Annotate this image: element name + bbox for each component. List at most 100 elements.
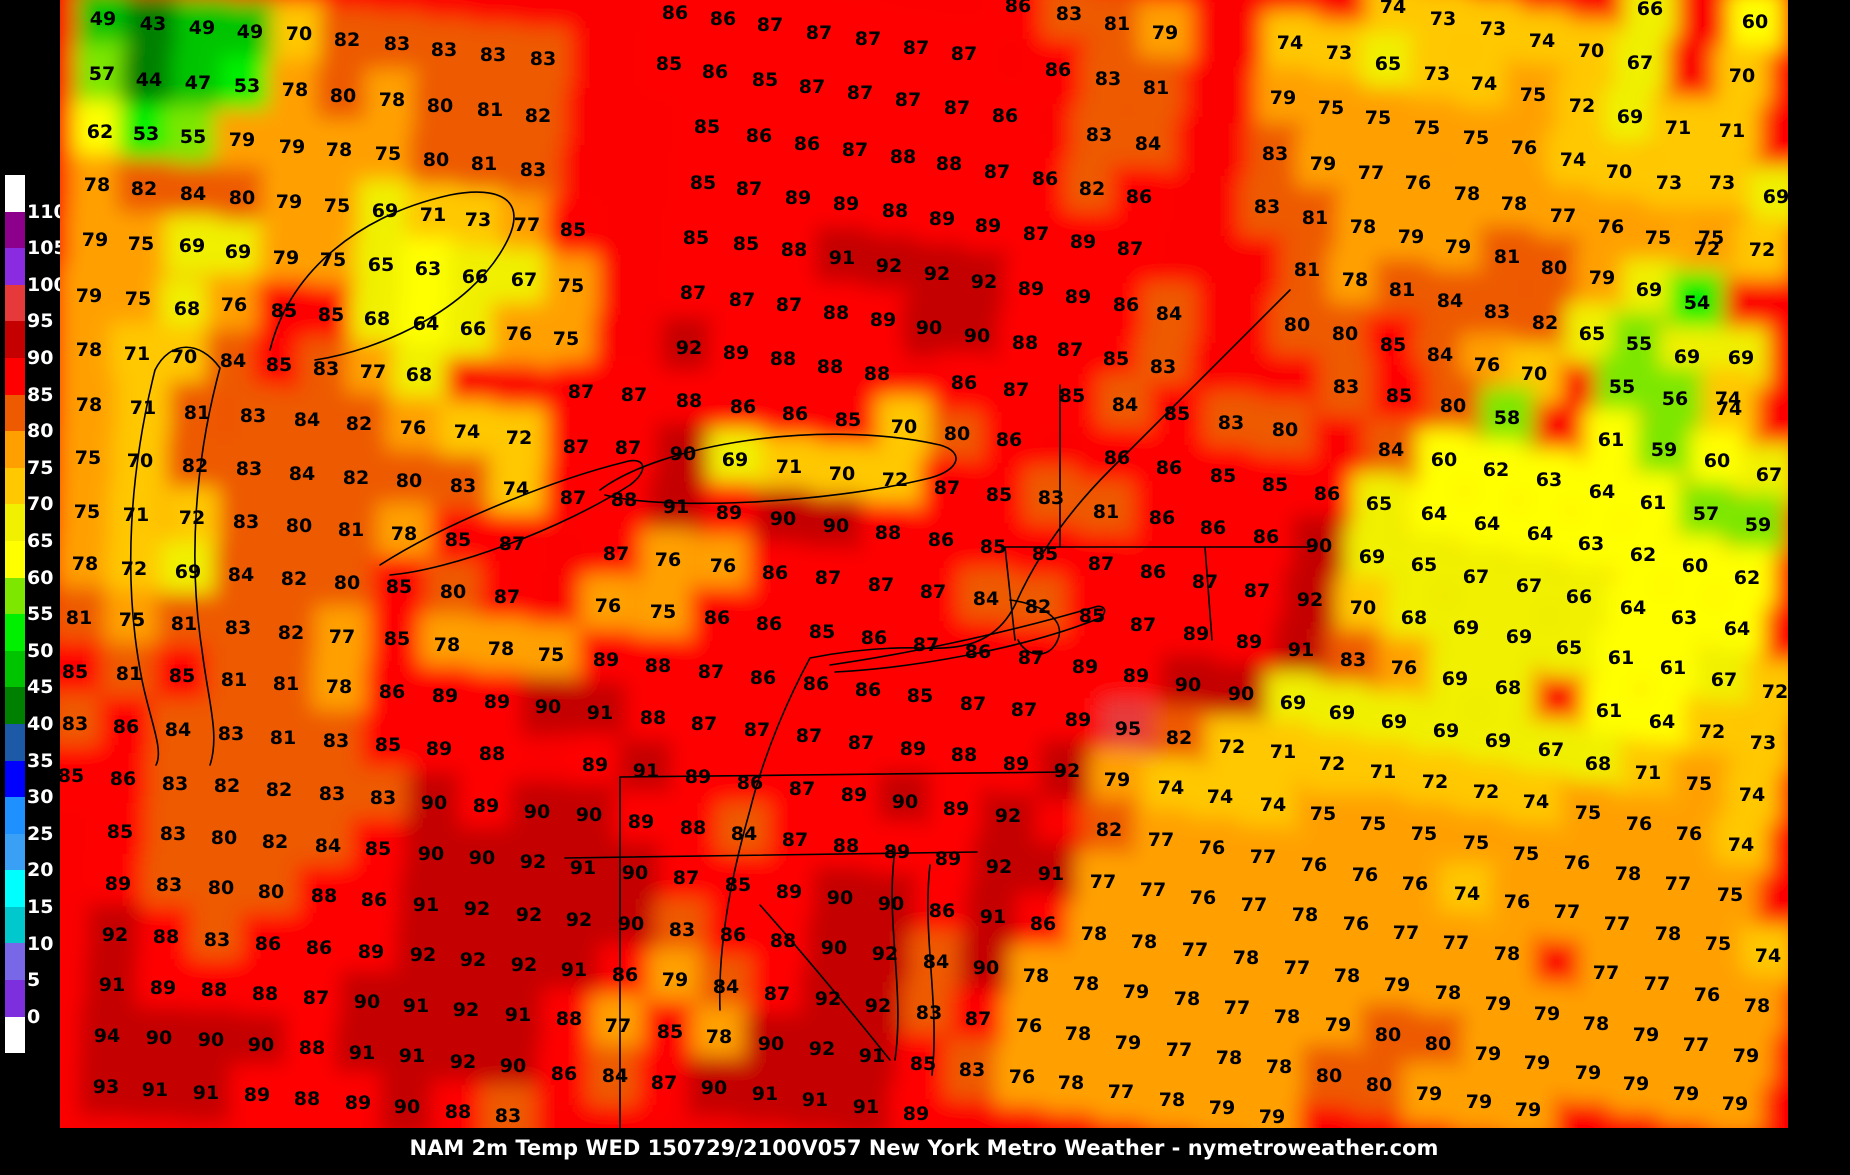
- station-temp: 88: [817, 356, 843, 378]
- lake-ontario-shore: [599, 433, 957, 505]
- station-temp: 86: [255, 933, 281, 955]
- colorbar-segment: [5, 357, 25, 395]
- station-temp: 83: [204, 929, 230, 951]
- station-temp: 65: [1579, 323, 1605, 345]
- station-temp: 85: [733, 233, 759, 255]
- station-temp: 89: [358, 941, 384, 963]
- station-temp: 78: [1065, 1023, 1091, 1045]
- station-temp: 86: [929, 900, 955, 922]
- station-temp: 85: [386, 576, 412, 598]
- station-temp: 70: [1350, 597, 1376, 619]
- station-temp: 69: [1359, 546, 1385, 568]
- station-temp: 72: [1422, 771, 1448, 793]
- station-temp: 76: [1391, 657, 1417, 679]
- station-temp: 89: [833, 193, 859, 215]
- station-temp: 85: [1079, 605, 1105, 627]
- station-temp: 76: [506, 323, 532, 345]
- station-temp: 87: [729, 289, 755, 311]
- station-temp: 90: [1175, 674, 1201, 696]
- station-temp: 64: [1527, 523, 1553, 545]
- station-temp: 80: [211, 827, 237, 849]
- station-temp: 92: [971, 271, 997, 293]
- station-temp: 75: [1365, 107, 1391, 129]
- station-temp: 87: [895, 89, 921, 111]
- station-temp: 87: [1023, 223, 1049, 245]
- station-temp: 86: [746, 125, 772, 147]
- station-temp: 87: [568, 381, 594, 403]
- station-temp: 47: [185, 72, 211, 94]
- station-temp: 80: [944, 423, 970, 445]
- station-temp: 68: [1495, 677, 1521, 699]
- station-temp: 77: [360, 361, 386, 383]
- station-temp: 92: [453, 999, 479, 1021]
- station-temp: 86: [750, 667, 776, 689]
- station-temp: 70: [1606, 161, 1632, 183]
- station-temp: 90: [535, 696, 561, 718]
- colorbar-segment: [5, 321, 25, 358]
- station-temp: 92: [986, 856, 1012, 878]
- station-temp: 88: [823, 302, 849, 324]
- station-temp: 89: [723, 342, 749, 364]
- station-temp: 79: [276, 191, 302, 213]
- station-temp: 69: [722, 449, 748, 471]
- station-temp: 88: [680, 817, 706, 839]
- station-temp: 87: [615, 437, 641, 459]
- colorbar-segment: [5, 284, 25, 322]
- station-temp: 92: [809, 1038, 835, 1060]
- station-temp: 72: [1762, 681, 1788, 703]
- station-temp: 77: [1443, 932, 1469, 954]
- station-temp: 75: [119, 609, 145, 631]
- station-temp: 72: [1319, 753, 1345, 775]
- station-temp: 72: [1473, 781, 1499, 803]
- colorbar-tick: 25: [27, 822, 54, 845]
- station-temp: 87: [603, 543, 629, 565]
- station-temp: 67: [1756, 464, 1782, 486]
- station-temp: 76: [595, 595, 621, 617]
- station-temp: 88: [875, 522, 901, 544]
- station-temp: 78: [379, 89, 405, 111]
- colorbar-segment: [5, 650, 25, 688]
- station-temp: 89: [929, 208, 955, 230]
- station-temp: 91: [142, 1079, 168, 1101]
- station-temp: 55: [1609, 376, 1635, 398]
- station-temp: 74: [1454, 883, 1480, 905]
- station-temp: 90: [670, 443, 696, 465]
- station-temp: 76: [1564, 852, 1590, 874]
- station-temp: 60: [1431, 449, 1457, 471]
- station-temp: 44: [136, 69, 162, 91]
- colorbar-segment: [5, 614, 25, 651]
- station-temp: 74: [1158, 777, 1184, 799]
- station-temp: 80: [258, 881, 284, 903]
- station-temp: 71: [776, 456, 802, 478]
- station-temp: 81: [1389, 279, 1415, 301]
- station-temp: 77: [329, 626, 355, 648]
- station-temp: 73: [1424, 63, 1450, 85]
- station-temp: 90: [394, 1096, 420, 1118]
- station-temp: 75: [1686, 773, 1712, 795]
- station-temp: 77: [1644, 973, 1670, 995]
- station-temp: 43: [140, 13, 166, 35]
- station-temp: 73: [1750, 732, 1776, 754]
- station-temp: 68: [364, 308, 390, 330]
- station-temp: 84: [165, 719, 191, 741]
- colorbar-tick: 110: [27, 200, 67, 223]
- station-temp: 78: [1334, 965, 1360, 987]
- station-temp: 81: [273, 673, 299, 695]
- colorbar-segment: [5, 870, 25, 907]
- station-temp: 89: [1236, 631, 1262, 653]
- station-temp: 83: [530, 48, 556, 70]
- station-temp: 78: [1350, 216, 1376, 238]
- station-temp: 79: [1733, 1045, 1759, 1067]
- station-temp: 89: [870, 309, 896, 331]
- station-temp: 82: [214, 775, 240, 797]
- station-temp: 72: [1219, 736, 1245, 758]
- station-temp: 70: [1729, 65, 1755, 87]
- station-temp: 89: [426, 738, 452, 760]
- station-temp: 89: [582, 754, 608, 776]
- station-temp: 82: [346, 413, 372, 435]
- station-temp: 78: [1655, 923, 1681, 945]
- station-temp: 80: [396, 470, 422, 492]
- station-temp: 79: [1589, 267, 1615, 289]
- station-temp: 58: [1494, 407, 1520, 429]
- station-temp: 79: [1209, 1097, 1235, 1119]
